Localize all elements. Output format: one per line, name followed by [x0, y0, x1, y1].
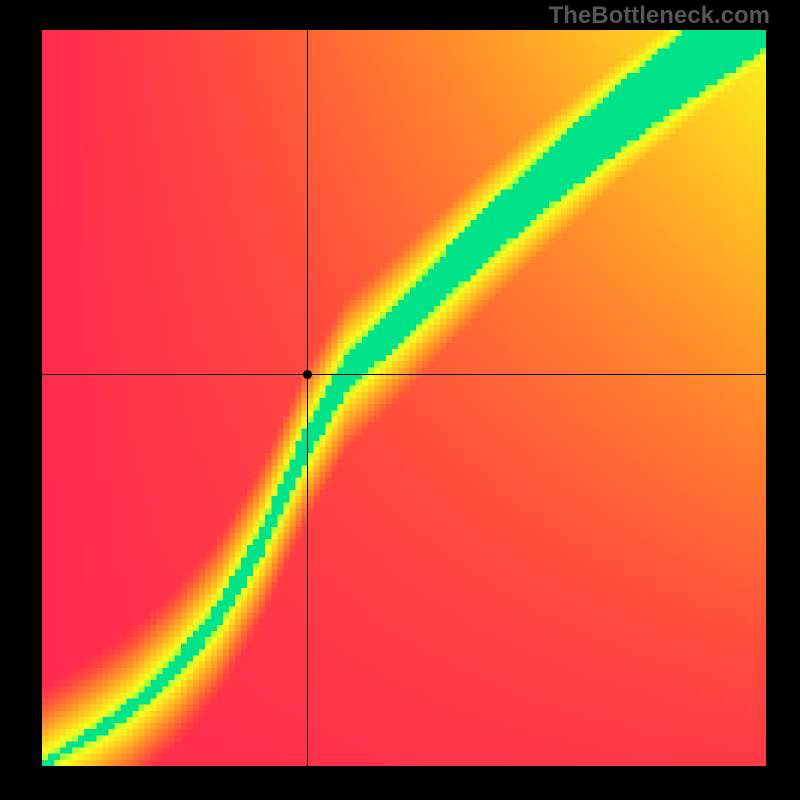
- watermark-text: TheBottleneck.com: [549, 2, 770, 30]
- crosshair-vertical: [307, 30, 308, 766]
- bottleneck-heatmap: [42, 30, 766, 766]
- chart-container: TheBottleneck.com: [0, 0, 800, 800]
- crosshair-horizontal: [42, 374, 766, 375]
